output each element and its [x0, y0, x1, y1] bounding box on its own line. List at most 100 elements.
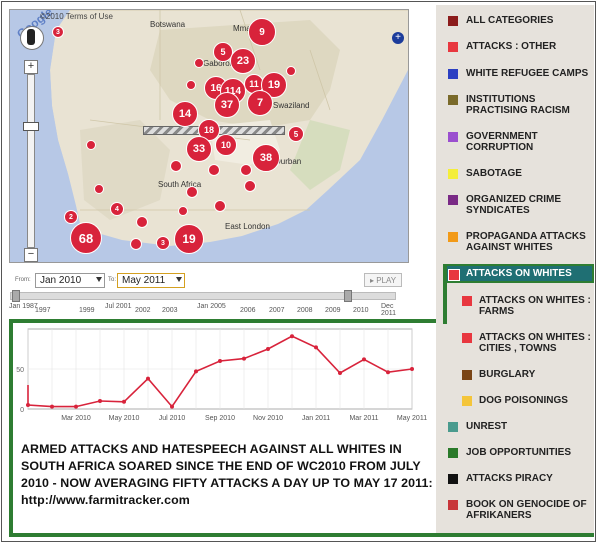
legend-label: DOG POISONINGS: [479, 395, 568, 406]
data-point: [338, 371, 342, 375]
map-marker-dot[interactable]: [208, 164, 220, 176]
map-marker-dot[interactable]: [186, 80, 196, 90]
timeline-tick-label: 2010: [353, 307, 369, 314]
timeline-slider-track[interactable]: [10, 292, 396, 300]
to-date-value: May 2011: [122, 275, 166, 286]
legend-swatch: [448, 42, 458, 52]
data-point: [26, 403, 30, 407]
map-marker[interactable]: 5: [288, 126, 304, 142]
x-tick-label: May 2011: [397, 415, 427, 422]
legend-swatch: [462, 333, 472, 343]
map-marker[interactable]: 2: [64, 210, 78, 224]
timeline-tick-label: Jan 2005: [197, 303, 226, 310]
map-marker-dot[interactable]: [94, 184, 104, 194]
zoom-in-button[interactable]: +: [24, 60, 38, 74]
map-marker[interactable]: 3: [52, 26, 64, 38]
map-marker[interactable]: 7: [247, 90, 273, 116]
legend-label: WHITE REFUGEE CAMPS: [466, 68, 589, 79]
x-tick-label: May 2010: [109, 415, 140, 422]
legend-swatch: [462, 296, 472, 306]
map-marker-dot[interactable]: [240, 164, 252, 176]
legend-label: ATTACKS ON WHITES: [466, 268, 572, 279]
data-point: [266, 347, 270, 351]
data-point: [194, 369, 198, 374]
x-tick-label: Nov 2010: [253, 415, 283, 422]
play-button[interactable]: ▸ PLAY: [364, 273, 402, 287]
map-marker[interactable]: 14: [172, 101, 198, 127]
legend-label: ORGANIZED CRIME SYNDICATES: [466, 194, 561, 216]
map-marker[interactable]: 18: [198, 119, 220, 141]
map-marker-dot[interactable]: [170, 160, 182, 172]
map-marker-dot[interactable]: [186, 186, 198, 198]
timeline-tick-label: 2006: [240, 307, 256, 314]
green-border-bottom: [9, 533, 594, 537]
map-marker[interactable]: 10: [215, 134, 237, 156]
map-marker-dot[interactable]: [214, 200, 226, 212]
timeline-start-handle[interactable]: [12, 290, 20, 302]
legend-label: INSTITUTIONS PRACTISING RACISM: [466, 94, 570, 116]
data-point: [122, 399, 126, 404]
legend-swatch: [448, 500, 458, 510]
map-marker[interactable]: 38: [252, 144, 280, 172]
timeline-tick-label: 2007: [269, 307, 285, 314]
map-marker[interactable]: 37: [214, 92, 240, 118]
headline-text: ARMED ATTACKS AND HATESPEECH AGAINST ALL…: [21, 442, 433, 507]
data-point: [170, 404, 174, 409]
from-date-value: Jan 2010: [40, 275, 82, 286]
legend-label: UNREST: [466, 421, 508, 432]
series-line: [27, 335, 413, 408]
map-marker-dot[interactable]: [244, 180, 256, 192]
timeline-end-handle[interactable]: [344, 290, 352, 302]
map-view[interactable]: Google ©2010 Terms of Use Botswana Mmadi…: [9, 9, 409, 263]
legend-swatch: [448, 169, 458, 179]
data-point: [98, 399, 102, 403]
map-marker[interactable]: 4: [110, 202, 124, 216]
expand-map-icon[interactable]: +: [392, 32, 404, 44]
map-terms-link[interactable]: ©2010 Terms of Use: [40, 12, 113, 21]
zoom-out-button[interactable]: −: [24, 248, 38, 262]
y-tick-label: 50: [16, 367, 24, 374]
map-marker[interactable]: 9: [248, 18, 276, 46]
legend-label: BOOK ON GENOCIDE OF AFRIKANERS: [466, 499, 587, 521]
legend-label: ALL CATEGORIES: [466, 15, 554, 26]
chevron-down-icon: [176, 277, 182, 282]
timeline-tick-label: 2002: [135, 307, 151, 314]
legend-label: ATTACKS ON WHITES : CITIES , TOWNS: [479, 332, 591, 354]
map-marker[interactable]: 33: [186, 136, 212, 162]
map-marker-dot[interactable]: [86, 140, 96, 150]
zoom-slider-track[interactable]: [27, 74, 35, 248]
pan-control[interactable]: [20, 26, 44, 50]
play-icon: ▸: [369, 276, 377, 285]
data-point: [386, 370, 390, 375]
legend-swatch: [462, 370, 472, 380]
zoom-slider-handle[interactable]: [23, 122, 39, 131]
timeline-tick-label: 2008: [297, 307, 313, 314]
timeline-tick-label: 1997: [35, 307, 51, 314]
legend-swatch: [448, 269, 460, 281]
from-date-select[interactable]: Jan 2010: [35, 273, 105, 288]
map-marker[interactable]: 68: [70, 222, 102, 254]
data-point: [290, 334, 294, 339]
to-date-select[interactable]: May 2011: [117, 273, 185, 288]
timeline-tick-label: 2009: [325, 307, 341, 314]
chevron-down-icon: [96, 277, 102, 282]
map-marker[interactable]: 3: [156, 236, 170, 250]
map-label-swaziland: Swaziland: [273, 101, 310, 110]
data-point: [362, 357, 366, 362]
data-point: [410, 367, 414, 371]
data-point: [242, 356, 246, 361]
map-marker-dot[interactable]: [136, 216, 148, 228]
map-label-south-africa: South Africa: [158, 180, 202, 189]
y-tick-label: 0: [20, 407, 24, 414]
legend-swatch: [448, 69, 458, 79]
map-marker[interactable]: 19: [174, 224, 204, 254]
legend-swatch: [462, 396, 472, 406]
map-marker-dot[interactable]: [194, 58, 204, 68]
map-marker-dot[interactable]: [286, 66, 296, 76]
legend-label: ATTACKS ON WHITES : FARMS: [479, 295, 591, 317]
map-marker-dot[interactable]: [130, 238, 142, 250]
play-label: PLAY: [376, 276, 397, 285]
map-marker[interactable]: 23: [230, 48, 256, 74]
timeline-tick-label: Jul 2001: [105, 303, 132, 310]
map-marker-dot[interactable]: [178, 206, 188, 216]
